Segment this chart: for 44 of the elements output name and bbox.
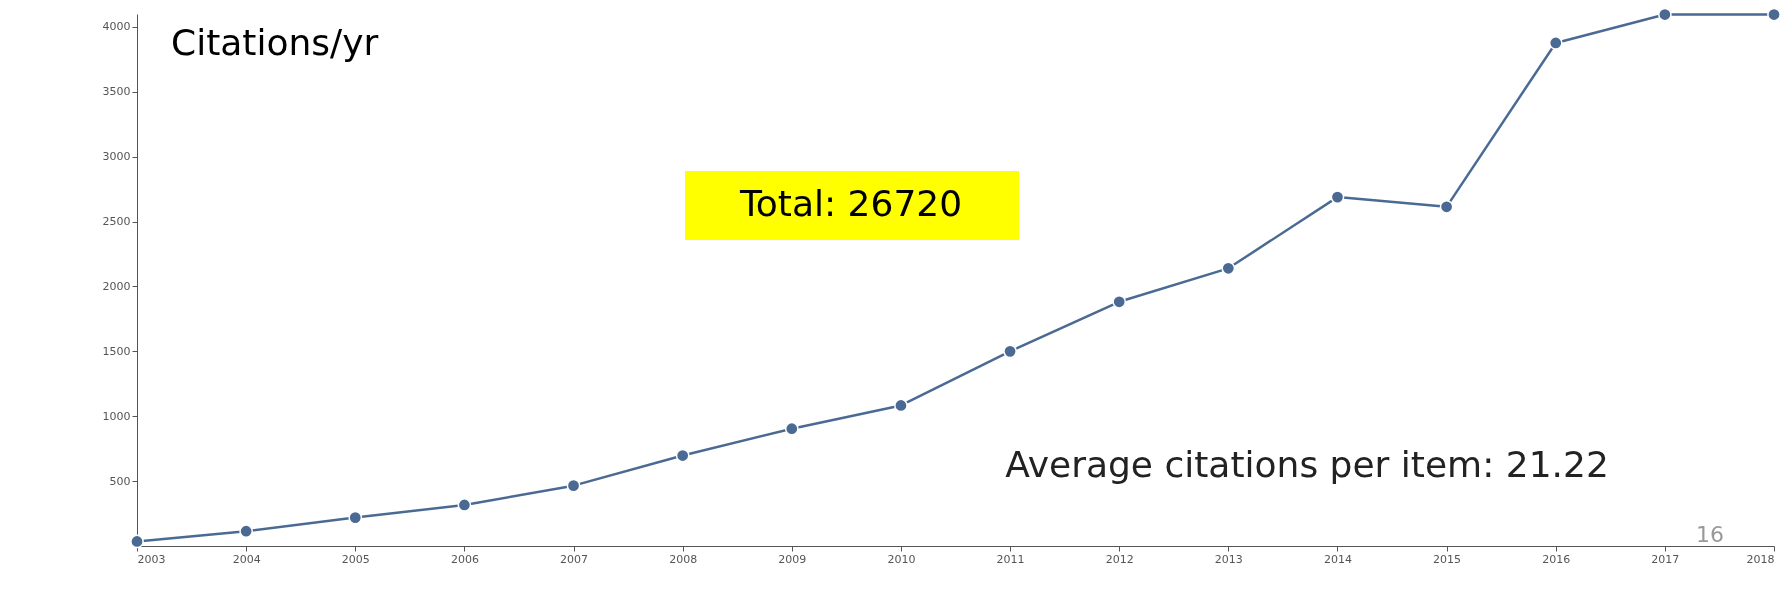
point: [348, 510, 363, 525]
x-tick-label: 2003: [137, 552, 166, 566]
point: [1439, 199, 1454, 214]
x-tick-label: 2018: [1746, 552, 1775, 566]
x-tick-label: 2011: [996, 552, 1025, 566]
x-tick-label: 2006: [450, 552, 479, 566]
point: [239, 524, 254, 539]
point: [457, 498, 472, 512]
x-tick-label: 2010: [887, 552, 916, 566]
x-tick-label: 2013: [1214, 552, 1243, 566]
x-tick-label: 2016: [1542, 552, 1571, 566]
x-tick-label: 2007: [560, 552, 589, 566]
x-tick-label: 2015: [1433, 552, 1462, 566]
x-tick-label: 2017: [1651, 552, 1680, 566]
point: [675, 448, 690, 463]
y-tick-label: 500: [109, 474, 131, 488]
y-tick-label: 1000: [102, 409, 131, 423]
x-tick-label: 2005: [341, 552, 370, 566]
annotation: 16: [1696, 522, 1724, 547]
point: [1221, 261, 1236, 276]
point: [130, 534, 144, 549]
point: [894, 398, 908, 413]
y-tick-label: 1500: [102, 344, 131, 358]
chart-title: Citations/yr: [171, 22, 379, 63]
y-tick-label: 2000: [102, 279, 131, 293]
point: [1767, 7, 1781, 22]
annotation: Average citations per item: 21.22: [1005, 444, 1609, 485]
x-tick-label: 2012: [1105, 552, 1134, 566]
point: [566, 478, 581, 493]
y-tick-label: 3500: [102, 85, 131, 99]
point: [1330, 190, 1345, 204]
x-tick-label: 2004: [232, 552, 261, 566]
annotation: Total: 26720: [738, 183, 963, 224]
point: [1548, 36, 1563, 50]
point: [784, 421, 799, 436]
point: [1112, 294, 1127, 309]
x-tick-label: 2008: [669, 552, 698, 566]
point: [1657, 7, 1672, 22]
x-tick-label: 2014: [1323, 552, 1352, 566]
point: [1003, 344, 1017, 359]
x-tick-label: 2009: [778, 552, 807, 566]
y-tick-label: 4000: [102, 20, 131, 34]
y-tick-label: 2500: [102, 215, 131, 229]
y-tick-label: 3000: [102, 150, 131, 164]
